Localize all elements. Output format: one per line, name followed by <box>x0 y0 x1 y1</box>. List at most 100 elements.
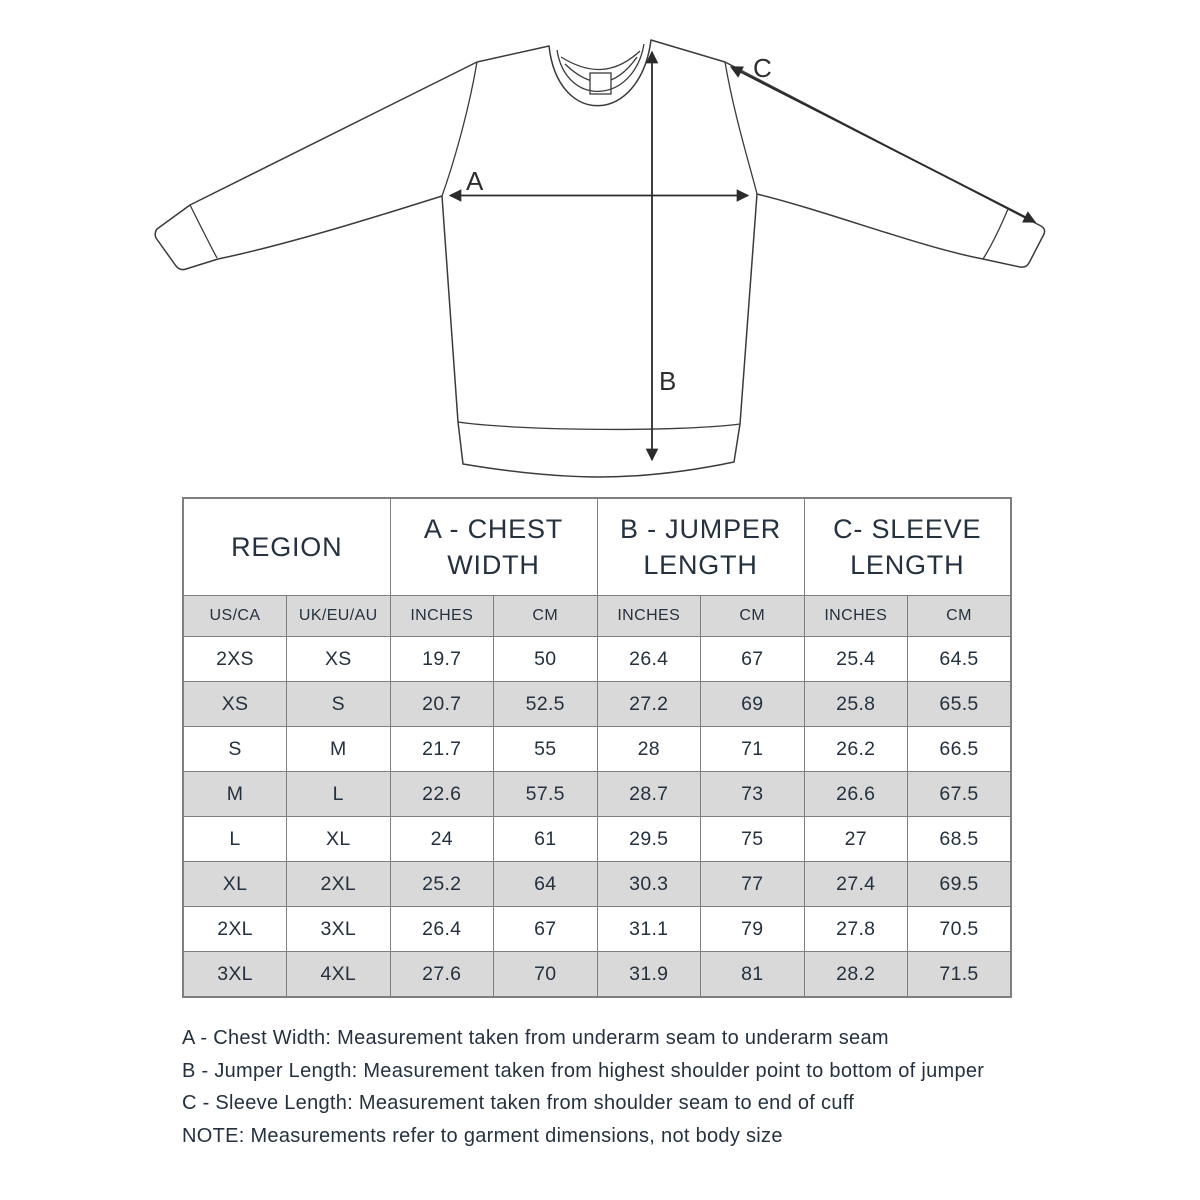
table-cell: 68.5 <box>907 816 1012 862</box>
left-armhole-seam <box>441 61 478 197</box>
subheader-inches: INCHES <box>389 595 494 637</box>
table-cell: 29.5 <box>596 816 701 862</box>
neck-label-tag <box>589 72 612 95</box>
table-cell: 69.5 <box>907 861 1012 907</box>
table-cell: 2XL <box>286 861 391 907</box>
table-cell: 73 <box>700 771 805 817</box>
table-cell: 69 <box>700 681 805 727</box>
subheader-us-ca: US/CA <box>182 595 287 637</box>
footnote-chest-width: A - Chest Width: Measurement taken from … <box>182 1027 889 1049</box>
table-cell: 77 <box>700 861 805 907</box>
table-cell: 75 <box>700 816 805 862</box>
table-cell: 27.8 <box>803 906 908 952</box>
table-cell: XL <box>182 861 287 907</box>
measurement-label-a: A <box>466 166 484 196</box>
table-cell: 71.5 <box>907 951 1012 998</box>
table-cell: 81 <box>700 951 805 998</box>
table-row: 2XS XS 19.7 50 26.4 67 25.4 64.5 <box>182 636 1012 682</box>
header-jumper-length: B - JUMPER LENGTH <box>596 497 805 596</box>
measurement-label-b: B <box>659 366 676 396</box>
table-cell: 27.2 <box>596 681 701 727</box>
jumper-diagram-svg: A B C <box>154 39 1046 478</box>
subheader-inches: INCHES <box>803 595 908 637</box>
footnote-jumper-length: B - Jumper Length: Measurement taken fro… <box>182 1059 985 1082</box>
table-cell: 26.2 <box>803 726 908 772</box>
table-cell: 26.4 <box>389 906 494 952</box>
table-cell: 19.7 <box>389 636 494 682</box>
table-cell: 70.5 <box>907 906 1012 952</box>
table-cell: S <box>286 681 391 727</box>
table-cell: 30.3 <box>596 861 701 907</box>
table-cell: 21.7 <box>389 726 494 772</box>
subheader-uk-eu-au: UK/EU/AU <box>286 595 391 637</box>
table-cell: 67 <box>493 906 598 952</box>
jumper-measurement-diagram: A B C <box>0 0 1200 497</box>
left-cuff-seam <box>189 204 218 259</box>
table-cell: 27.6 <box>389 951 494 998</box>
table-cell: 70 <box>493 951 598 998</box>
table-cell: 52.5 <box>493 681 598 727</box>
table-cell: 65.5 <box>907 681 1012 727</box>
table-cell: 3XL <box>286 906 391 952</box>
header-region: REGION <box>182 497 391 596</box>
table-cell: 31.1 <box>596 906 701 952</box>
jumper-outline <box>154 39 1046 478</box>
table-cell: 64 <box>493 861 598 907</box>
table-cell: 67 <box>700 636 805 682</box>
table-cell: 28 <box>596 726 701 772</box>
table-cell: 55 <box>493 726 598 772</box>
table-cell: 28.7 <box>596 771 701 817</box>
table-cell: M <box>182 771 287 817</box>
table-cell: 79 <box>700 906 805 952</box>
measurement-label-c: C <box>753 53 772 83</box>
table-cell: 2XS <box>182 636 287 682</box>
table-row: M L 22.6 57.5 28.7 73 26.6 67.5 <box>182 771 1012 817</box>
table-cell: 26.6 <box>803 771 908 817</box>
collar-inner-line <box>556 43 645 92</box>
table-cell: 71 <box>700 726 805 772</box>
table-cell: M <box>286 726 391 772</box>
sleeve-length-arrow <box>729 66 1037 223</box>
table-row: L XL 24 61 29.5 75 27 68.5 <box>182 816 1012 862</box>
table-cell: XS <box>182 681 287 727</box>
size-chart-section: REGION A - CHEST WIDTH B - JUMPER LENGTH… <box>182 497 1012 998</box>
table-cell: XL <box>286 816 391 862</box>
table-cell: 66.5 <box>907 726 1012 772</box>
table-cell: 2XL <box>182 906 287 952</box>
table-cell: 20.7 <box>389 681 494 727</box>
table-cell: 50 <box>493 636 598 682</box>
table-row: 2XL 3XL 26.4 67 31.1 79 27.8 70.5 <box>182 906 1012 952</box>
table-cell: L <box>182 816 287 862</box>
table-cell: 57.5 <box>493 771 598 817</box>
subheader-cm: CM <box>493 595 598 637</box>
table-cell: 22.6 <box>389 771 494 817</box>
table-cell: 25.4 <box>803 636 908 682</box>
size-chart-table: REGION A - CHEST WIDTH B - JUMPER LENGTH… <box>182 497 1012 998</box>
hem-seam <box>457 421 741 431</box>
table-cell: 3XL <box>182 951 287 998</box>
footnote-sleeve-length: C - Sleeve Length: Measurement taken fro… <box>182 1092 855 1114</box>
table-cell: 24 <box>389 816 494 862</box>
table-cell: 26.4 <box>596 636 701 682</box>
table-subheader-row: US/CA UK/EU/AU INCHES CM INCHES CM INCHE… <box>182 595 1012 637</box>
table-cell: 4XL <box>286 951 391 998</box>
table-cell: 61 <box>493 816 598 862</box>
table-cell: 25.2 <box>389 861 494 907</box>
subheader-cm: CM <box>700 595 805 637</box>
table-cell: 25.8 <box>803 681 908 727</box>
footnotes: A - Chest Width: Measurement taken from … <box>182 1022 1082 1152</box>
table-cell: 28.2 <box>803 951 908 998</box>
table-row: S M 21.7 55 28 71 26.2 66.5 <box>182 726 1012 772</box>
table-cell: XS <box>286 636 391 682</box>
footnote-note: NOTE: Measurements refer to garment dime… <box>182 1124 783 1147</box>
table-row: 3XL 4XL 27.6 70 31.9 81 28.2 71.5 <box>182 951 1012 998</box>
table-cell: 67.5 <box>907 771 1012 817</box>
table-cell: 64.5 <box>907 636 1012 682</box>
subheader-cm: CM <box>907 595 1012 637</box>
subheader-inches: INCHES <box>596 595 701 637</box>
header-chest-width: A - CHEST WIDTH <box>389 497 598 596</box>
table-cell: 27 <box>803 816 908 862</box>
header-sleeve-length: C- SLEEVE LENGTH <box>803 497 1012 596</box>
table-cell: S <box>182 726 287 772</box>
